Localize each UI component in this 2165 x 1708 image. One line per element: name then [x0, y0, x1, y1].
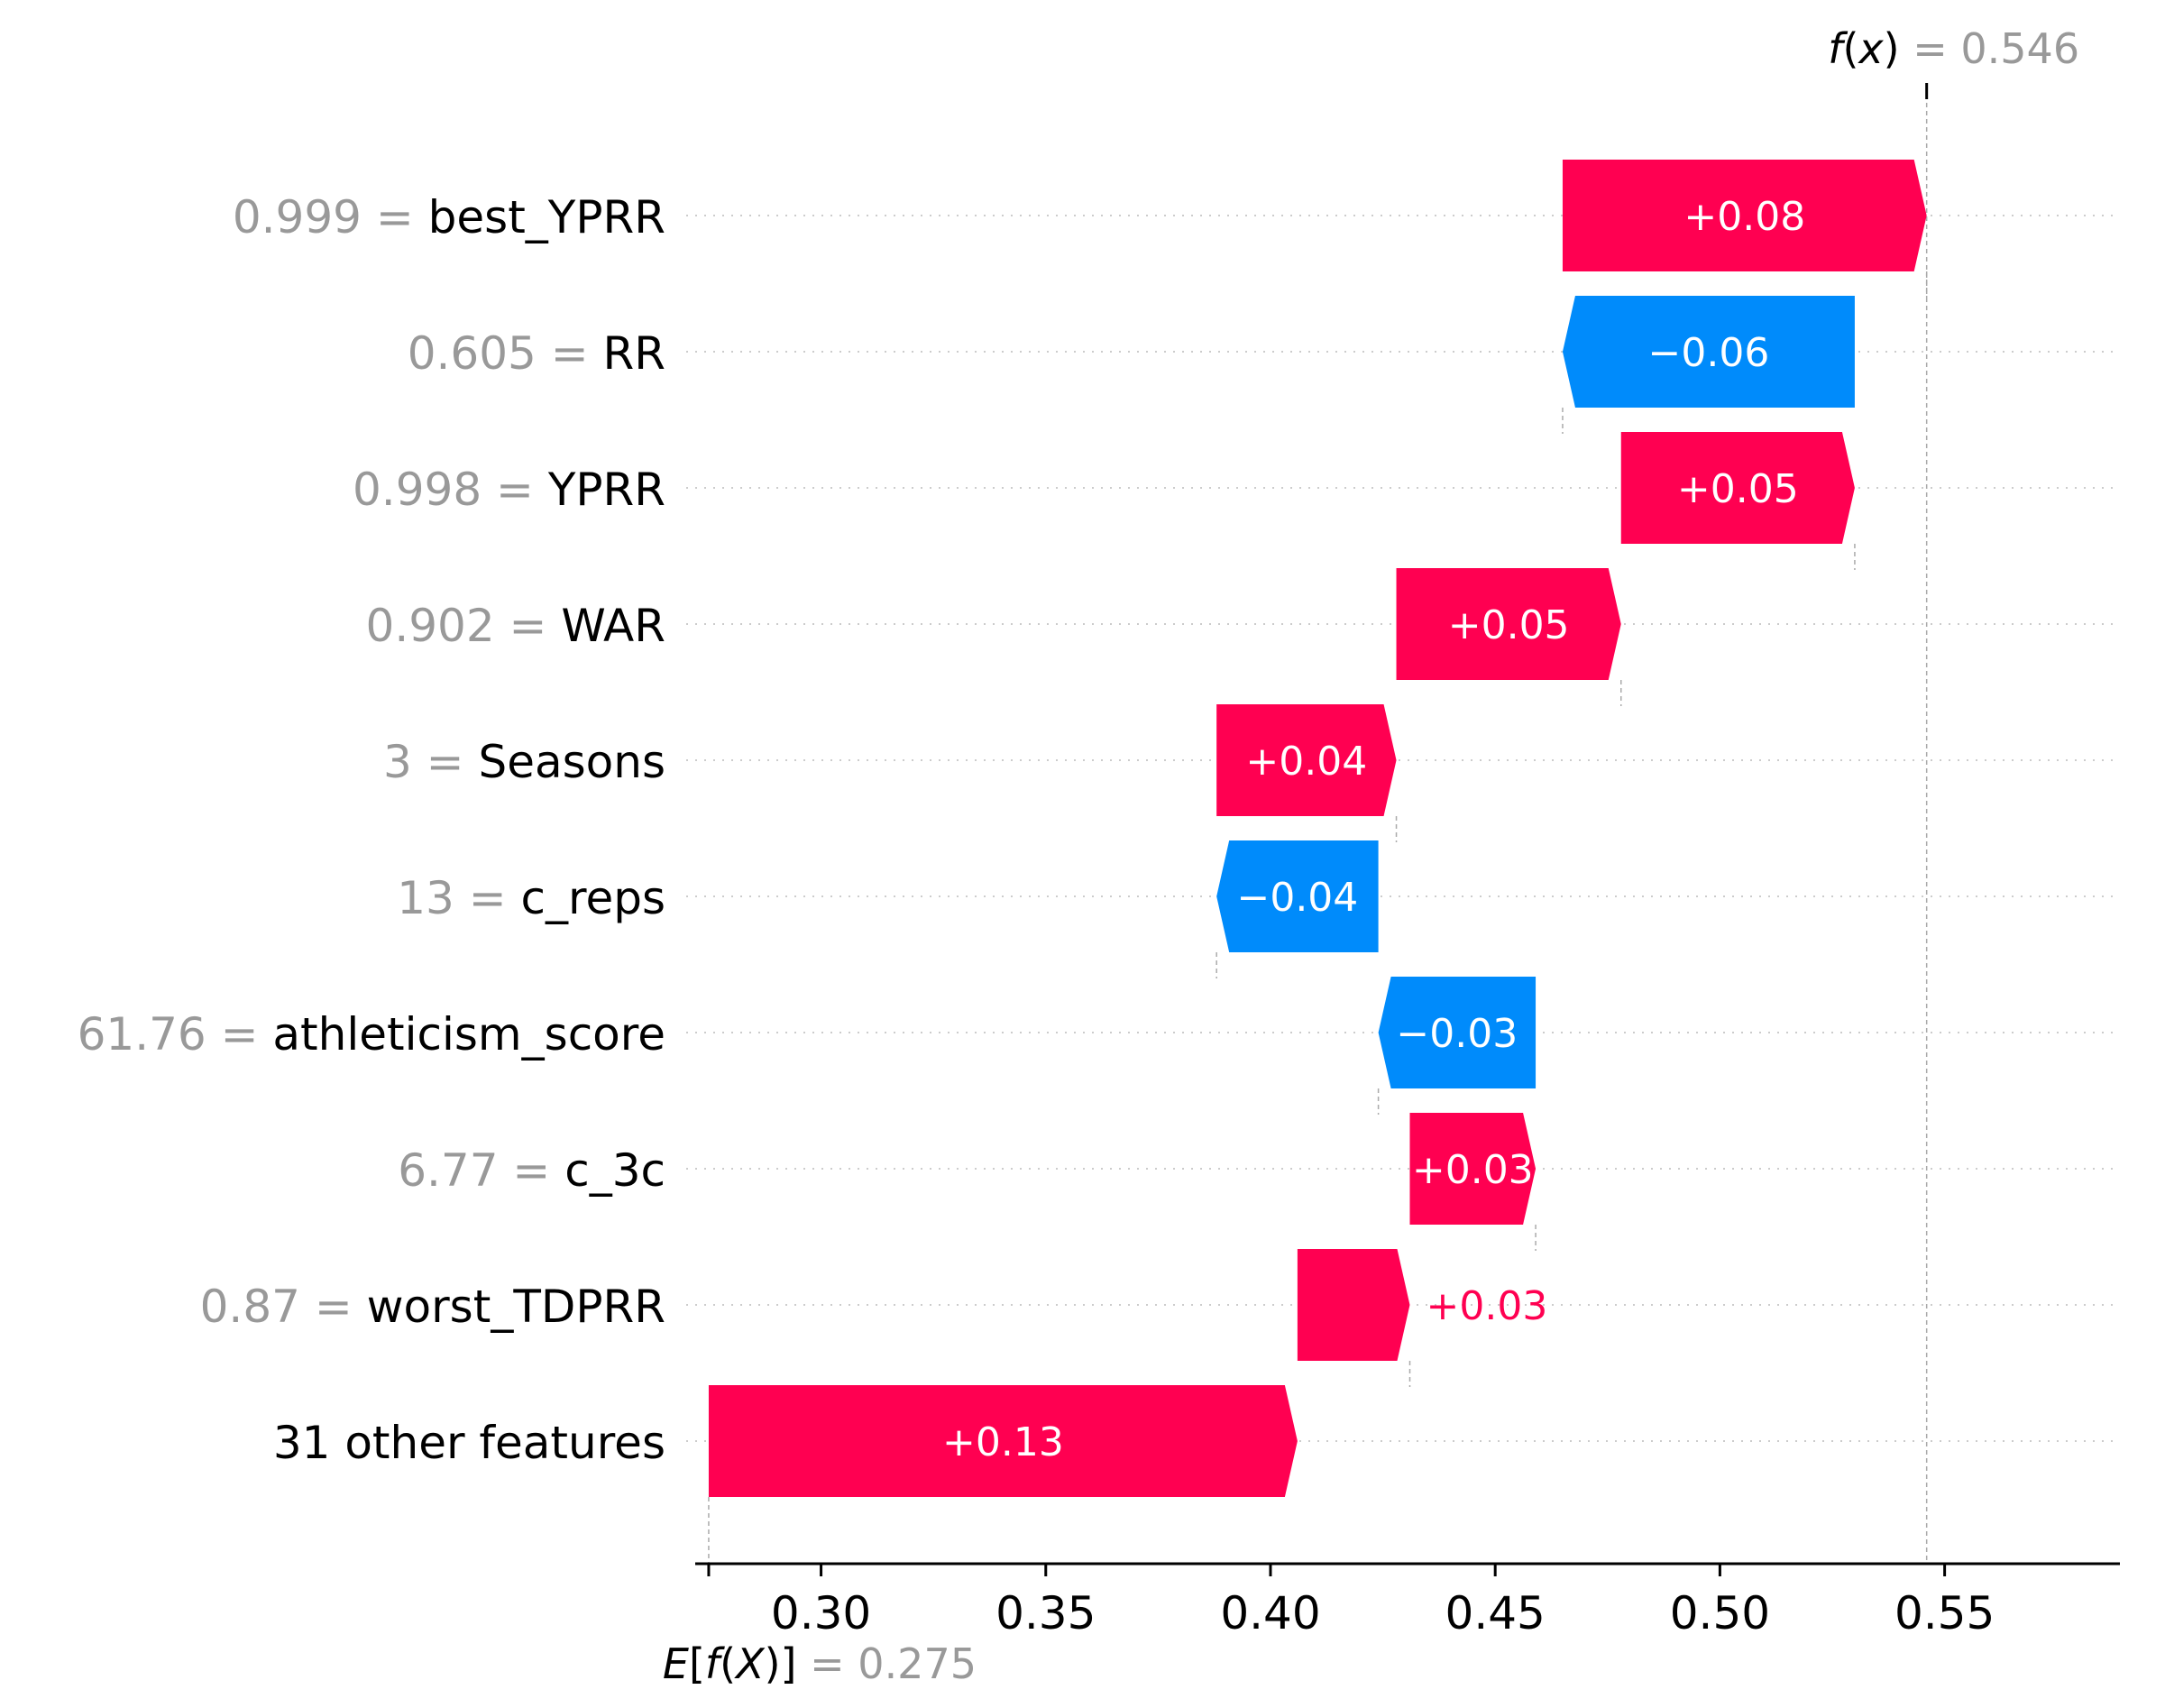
- feature-value: 6.77 =: [398, 1144, 564, 1197]
- feature-value: 0.902 =: [366, 600, 562, 652]
- bar-WAR: [1396, 568, 1621, 680]
- bar-value-label: +0.04: [1245, 739, 1367, 785]
- bar-value-label: +0.13: [942, 1419, 1064, 1465]
- annotations: f(x) = 0.546 E[f(X)] = 0.275: [663, 24, 2079, 1688]
- feature-label: 6.77 = c_3c: [398, 1144, 665, 1197]
- feature-name: c_reps: [521, 872, 666, 924]
- feature-name: athleticism_score: [272, 1008, 665, 1061]
- feature-value: 0.605 =: [408, 327, 603, 380]
- bracket: ]: [781, 1639, 797, 1688]
- feature-label: 31 other features: [273, 1417, 665, 1469]
- bar-worst_TDPRR: [1297, 1249, 1410, 1361]
- bar-value-label: +0.05: [1677, 466, 1799, 512]
- feature-name: best_YPRR: [428, 191, 665, 243]
- feature-value: 3 =: [383, 736, 479, 788]
- bar-value-label: +0.05: [1448, 602, 1570, 648]
- feature-label: 13 = c_reps: [397, 872, 665, 924]
- equals: =: [1900, 24, 1961, 73]
- x-tick-label: 0.40: [1220, 1587, 1320, 1639]
- feature-label: 0.87 = worst_TDPRR: [200, 1281, 665, 1333]
- bar-best_YPRR: [1562, 160, 1927, 271]
- feature-label: 61.76 = athleticism_score: [78, 1008, 665, 1061]
- bar-value-label: −0.03: [1396, 1011, 1518, 1057]
- x-tick-label: 0.35: [995, 1587, 1096, 1639]
- bar-c_3c: [1409, 1113, 1537, 1225]
- feature-name: WAR: [561, 600, 665, 652]
- paren: (: [1842, 24, 1858, 73]
- bar-value-label: +0.03: [1426, 1283, 1547, 1329]
- bar-31-other-features: [708, 1385, 1298, 1497]
- feature-label: 0.605 = RR: [408, 327, 665, 380]
- bar-value-label: +0.08: [1683, 194, 1805, 240]
- base-value: 0.275: [858, 1639, 977, 1688]
- x-tick-label: 0.45: [1445, 1587, 1546, 1639]
- bracket: [: [689, 1639, 705, 1688]
- x-tick-label: 0.30: [771, 1587, 871, 1639]
- bar-athleticism_score: [1378, 977, 1537, 1088]
- paren: ): [1884, 24, 1900, 73]
- bar-Seasons: [1216, 704, 1397, 816]
- feature-label: 3 = Seasons: [383, 736, 665, 788]
- feature-value: 13 =: [397, 872, 520, 924]
- feature-value: 0.87 =: [200, 1281, 367, 1333]
- feature-name: Seasons: [478, 736, 665, 788]
- bar-value-label: −0.06: [1648, 330, 1770, 376]
- paren: ): [765, 1639, 781, 1688]
- feature-label: 0.998 = YPRR: [353, 464, 665, 516]
- bar-value-label: −0.04: [1236, 875, 1358, 921]
- feature-name: YPRR: [547, 464, 665, 516]
- feature-value: 0.998 =: [353, 464, 548, 516]
- x-axis: 0.30 0.35 0.40 0.45 0.50 0.55: [695, 83, 2120, 1639]
- feature-value: 0.999 =: [233, 191, 428, 243]
- bar-RR: [1562, 296, 1855, 408]
- feature-name: 31 other features: [273, 1417, 665, 1469]
- feature-name: c_3c: [564, 1144, 665, 1197]
- final-value-label: f(x) = 0.546: [1828, 24, 2079, 73]
- feature-name: worst_TDPRR: [367, 1281, 665, 1333]
- x-tick-label: 0.55: [1894, 1587, 1995, 1639]
- feature-name: RR: [603, 327, 665, 380]
- bar-YPRR: [1620, 432, 1855, 544]
- feature-label: 0.902 = WAR: [366, 600, 665, 652]
- final-var: x: [1857, 24, 1884, 73]
- base-prefix: E: [663, 1639, 689, 1688]
- bar-c_reps: [1216, 840, 1379, 952]
- paren: (: [720, 1639, 736, 1688]
- equals: =: [797, 1639, 858, 1688]
- base-value-label: E[f(X)] = 0.275: [663, 1639, 977, 1688]
- bar-value-label: +0.03: [1412, 1147, 1534, 1193]
- x-tick-label: 0.50: [1670, 1587, 1770, 1639]
- bars: +0.08 −0.06 +0.05 +0.05 +0.04 −0.04 −0.03 +0.03…: [708, 160, 1928, 1497]
- final-value: 0.546: [1960, 24, 2079, 73]
- feature-label: 0.999 = best_YPRR: [233, 191, 665, 243]
- base-var: X: [734, 1639, 766, 1688]
- feature-value: 61.76 =: [78, 1008, 273, 1061]
- grid-lines: [686, 87, 2120, 1564]
